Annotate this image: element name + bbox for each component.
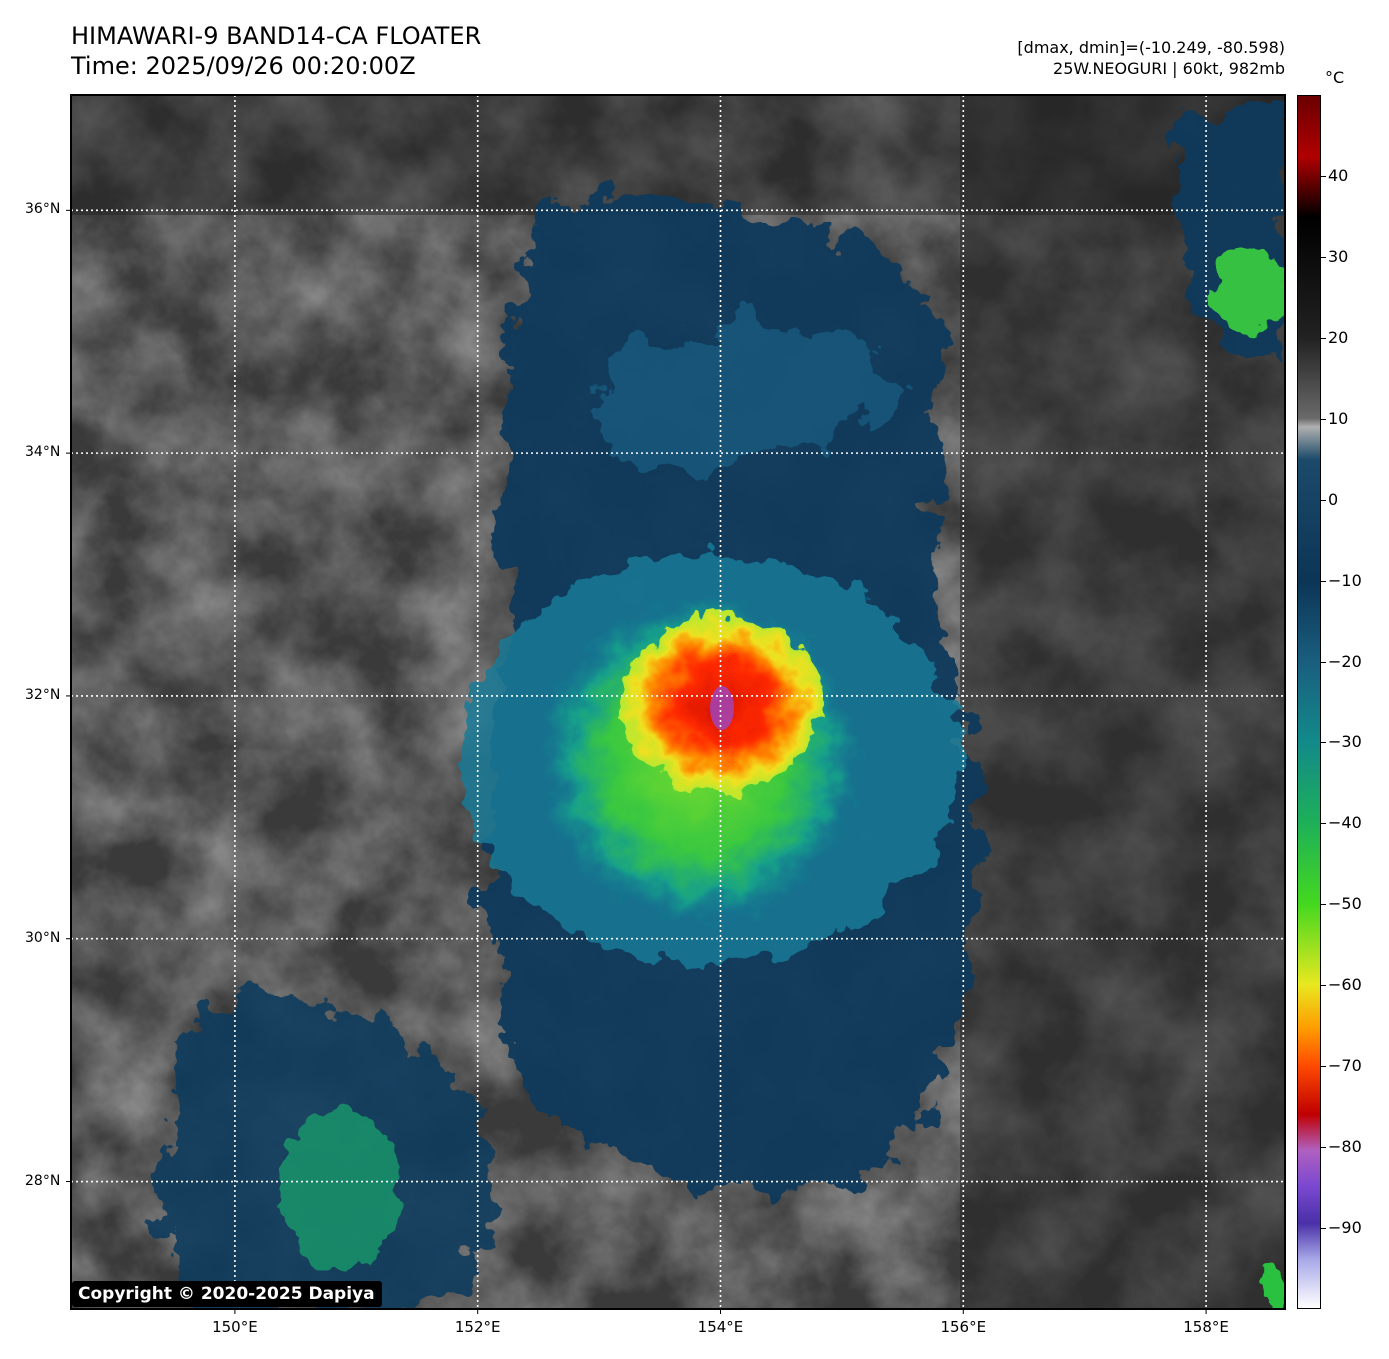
lat-label: 34°N xyxy=(25,444,61,461)
axis-ticks xyxy=(66,209,1207,1314)
colorbar-tick xyxy=(1321,985,1326,987)
colorbar-tick-label: −80 xyxy=(1328,1137,1362,1157)
colorbar-tick xyxy=(1321,742,1326,744)
colorbar-tick xyxy=(1321,337,1326,339)
lon-label: 158°E xyxy=(1183,1318,1229,1336)
lon-label: 150°E xyxy=(212,1318,258,1336)
colorbar-tick-label: 40 xyxy=(1328,165,1349,185)
colorbar-tick-label: 20 xyxy=(1328,327,1349,347)
storm-label: 25W.NEOGURI | 60kt, 982mb xyxy=(1053,59,1285,78)
colorbar-tick-label: −70 xyxy=(1328,1056,1362,1076)
colorbar-tick xyxy=(1321,175,1326,177)
lon-label: 156°E xyxy=(940,1318,987,1336)
copyright-badge: Copyright © 2020-2025 Dapiya xyxy=(72,1281,382,1307)
lat-label: 32°N xyxy=(25,686,61,703)
map-frame xyxy=(70,94,1286,1310)
colorbar-tick-label: 0 xyxy=(1328,489,1339,509)
lat-label: 36°N xyxy=(25,201,61,218)
colorbar-tick xyxy=(1321,823,1326,825)
colorbar-tick xyxy=(1321,661,1326,663)
storm-eye xyxy=(710,686,734,730)
colorbar-tick xyxy=(1321,904,1326,906)
lon-label: 154°E xyxy=(697,1318,744,1336)
colorbar-tick xyxy=(1321,1228,1326,1230)
graticule xyxy=(71,95,1285,1309)
colorbar-tick xyxy=(1321,499,1326,501)
colorbar xyxy=(1297,95,1321,1309)
colorbar-tick xyxy=(1321,418,1326,420)
colorbar-tick-label: −50 xyxy=(1328,894,1362,914)
time-label: Time: 2025/09/26 00:20:00Z xyxy=(71,52,416,80)
colorbar-tick-label: −10 xyxy=(1328,570,1362,590)
lat-label: 30°N xyxy=(25,929,61,946)
chart-title: HIMAWARI-9 BAND14-CA FLOATER xyxy=(71,22,482,50)
colorbar-tick-label: −40 xyxy=(1328,813,1362,833)
colorbar-tick xyxy=(1321,256,1326,258)
lon-label: 152°E xyxy=(454,1318,501,1336)
colorbar-tick-label: −30 xyxy=(1328,732,1362,752)
colorbar-tick-label: −60 xyxy=(1328,975,1362,995)
colorbar-tick xyxy=(1321,1066,1326,1068)
range-label: [dmax, dmin]=(-10.249, -80.598) xyxy=(1017,38,1285,57)
colorbar-tick xyxy=(1321,580,1326,582)
colorbar-tick-label: −90 xyxy=(1328,1218,1362,1238)
colorbar-tick xyxy=(1321,1147,1326,1149)
colorbar-tick-label: −20 xyxy=(1328,651,1362,671)
lat-label: 28°N xyxy=(25,1172,61,1189)
colorbar-tick-label: 30 xyxy=(1328,246,1349,266)
colorbar-unit: °C xyxy=(1325,68,1345,87)
colorbar-tick-label: 10 xyxy=(1328,408,1349,428)
